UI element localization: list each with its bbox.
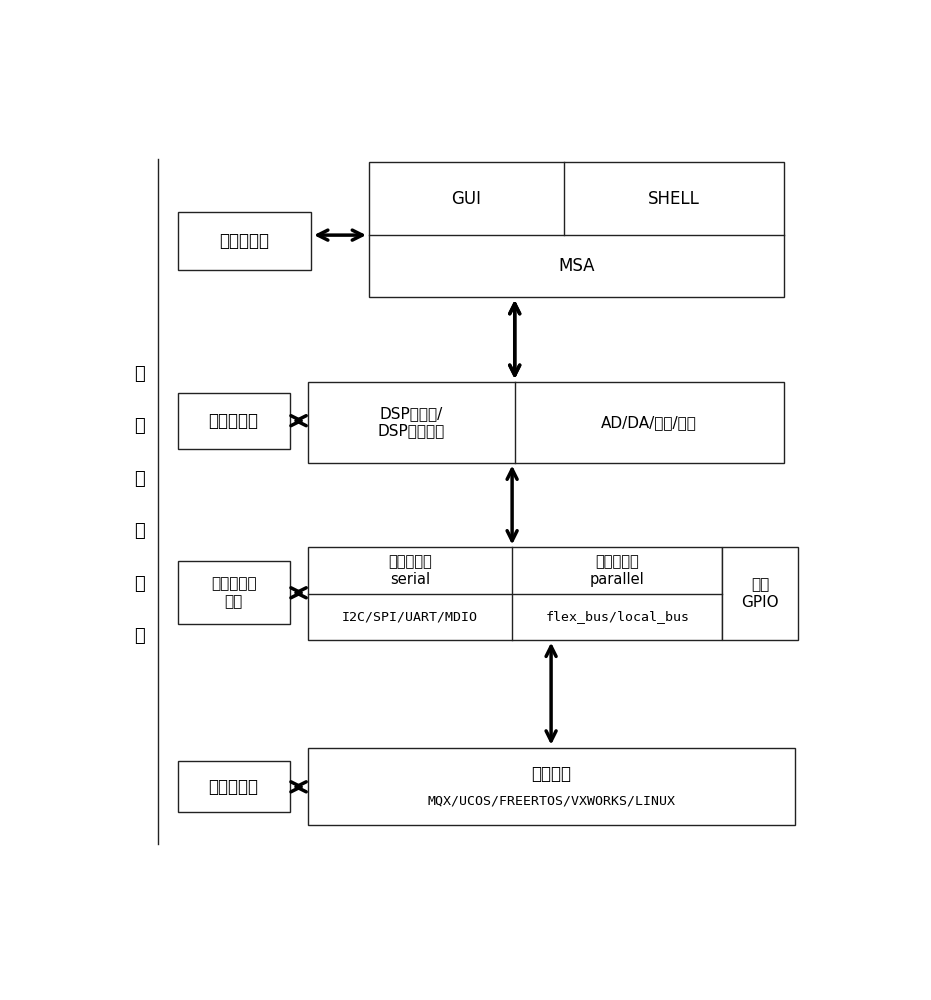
Text: 通信接口类
日志: 通信接口类 日志 xyxy=(210,577,256,609)
Text: MSA: MSA xyxy=(558,257,595,275)
Text: 交互内日志: 交互内日志 xyxy=(220,232,269,250)
Bar xyxy=(307,748,795,825)
Text: 其他
GPIO: 其他 GPIO xyxy=(741,577,779,610)
Text: 串行类接口
serial: 串行类接口 serial xyxy=(388,554,432,587)
Text: 模: 模 xyxy=(134,575,145,593)
Bar xyxy=(307,547,722,640)
Bar xyxy=(722,547,798,640)
Bar xyxy=(178,761,290,812)
Bar xyxy=(307,382,784,463)
Text: 日: 日 xyxy=(134,365,145,383)
Text: DSP状态机/
DSP告警性能: DSP状态机/ DSP告警性能 xyxy=(378,406,445,438)
Text: 并行类接口
parallel: 并行类接口 parallel xyxy=(590,554,644,587)
Text: SHELL: SHELL xyxy=(648,190,700,208)
Bar xyxy=(178,212,311,270)
Text: 系统类日志: 系统类日志 xyxy=(209,778,259,796)
Text: MQX/UCOS/FREERTOS/VXWORKS/LINUX: MQX/UCOS/FREERTOS/VXWORKS/LINUX xyxy=(427,795,675,808)
Text: flex_bus/local_bus: flex_bus/local_bus xyxy=(546,610,689,623)
Bar xyxy=(178,393,290,449)
Text: AD/DA/电压/温度: AD/DA/电压/温度 xyxy=(601,415,697,430)
Bar xyxy=(178,561,290,624)
Text: 集: 集 xyxy=(134,522,145,540)
Text: GUI: GUI xyxy=(452,190,481,208)
Text: 块: 块 xyxy=(134,627,145,645)
Text: 操作系统: 操作系统 xyxy=(531,766,571,784)
Bar xyxy=(369,162,784,297)
Text: 收: 收 xyxy=(134,470,145,488)
Text: 志: 志 xyxy=(134,417,145,435)
Text: 驱动类日志: 驱动类日志 xyxy=(209,412,259,430)
Text: I2C/SPI/UART/MDIO: I2C/SPI/UART/MDIO xyxy=(342,610,478,623)
